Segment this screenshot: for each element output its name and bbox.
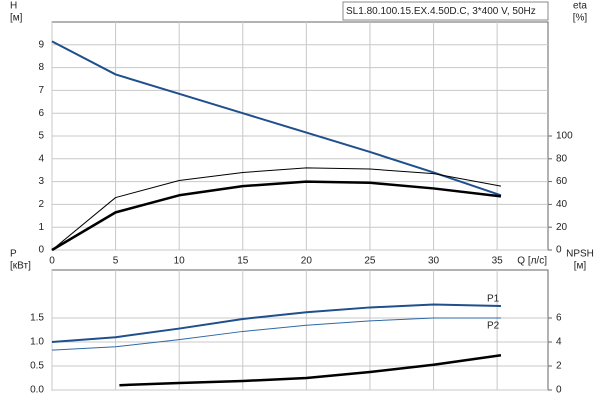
series-line [51, 317, 501, 351]
x-tick-label: 30 [428, 256, 440, 267]
x-tick-label: 20 [301, 256, 313, 267]
y-tick-label: 7 [38, 85, 44, 96]
x-axis-label: Q [л/с] [517, 256, 547, 267]
y2-tick-label: 40 [556, 199, 568, 210]
y2-tick-label: 6 [556, 313, 562, 324]
y2-tick-label: 80 [556, 153, 568, 164]
x-tick-label: 10 [174, 256, 186, 267]
y-tick-label: 6 [38, 108, 44, 119]
x-tick-label: 5 [113, 256, 119, 267]
chart-title: SL1.80.100.15.EX.4.50D.C, 3*400 V, 50Hz [346, 6, 536, 17]
y2-tick-label: 0 [556, 245, 562, 256]
y-tick-label: 5 [38, 131, 44, 142]
y-tick-label: 1.5 [30, 313, 44, 324]
series-line [119, 353, 502, 387]
y-tick-label: 9 [38, 39, 44, 50]
y2-axis-unit: [%] [573, 13, 588, 24]
series-line [51, 167, 502, 251]
y-tick-label: 1.0 [30, 337, 44, 348]
y-axis-unit: [кВт] [10, 261, 31, 272]
series-line [51, 40, 502, 197]
y2-axis-unit: [м] [574, 261, 587, 272]
y-axis-label: H [10, 1, 17, 12]
y-axis-unit: [м] [10, 13, 23, 24]
y-axis-label: P [10, 249, 17, 260]
y-tick-label: 2 [38, 199, 44, 210]
y-tick-label: 3 [38, 176, 44, 187]
y-tick-label: 0.0 [30, 385, 44, 396]
x-tick-label: 35 [492, 256, 504, 267]
y2-tick-label: 4 [556, 337, 562, 348]
y2-axis-label: eta [573, 1, 587, 12]
y-tick-label: 4 [38, 153, 44, 164]
y2-tick-label: 60 [556, 176, 568, 187]
series-label: P1 [487, 294, 500, 305]
y2-tick-label: 0 [556, 385, 562, 396]
y-tick-label: 1 [38, 222, 44, 233]
series-line [51, 180, 502, 252]
y-tick-label: 8 [38, 62, 44, 73]
y2-axis-label: NPSH [566, 249, 594, 260]
title-box [342, 1, 549, 21]
y2-tick-label: 20 [556, 222, 568, 233]
series-line [51, 303, 501, 343]
y2-tick-label: 2 [556, 361, 562, 372]
x-tick-label: 15 [237, 256, 249, 267]
y-tick-label: 0.5 [30, 361, 44, 372]
plot-frame [51, 269, 549, 391]
y2-tick-label: 100 [556, 131, 573, 142]
x-tick-label: 0 [49, 256, 55, 267]
series-label: P2 [487, 321, 500, 332]
x-tick-label: 25 [364, 256, 376, 267]
y-tick-label: 0 [38, 245, 44, 256]
